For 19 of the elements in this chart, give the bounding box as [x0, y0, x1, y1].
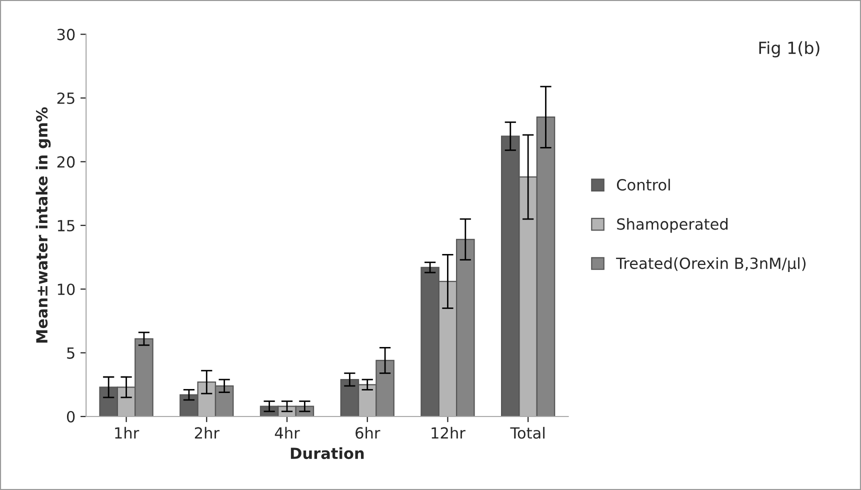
y-tick-label: 10 [58, 284, 75, 296]
x-axis-title: Duration [290, 447, 364, 460]
legend-label: Control [616, 178, 670, 191]
y-tick-label: 30 [57, 28, 75, 40]
y-tick-label: 0 [66, 410, 75, 423]
x-tick-label: 2hr [194, 426, 220, 439]
legend-label: Shamoperated [617, 218, 728, 233]
y-tick-label: 25 [57, 92, 74, 104]
y-tick-label: 20 [57, 156, 75, 168]
y-tick-label: 15 [58, 220, 74, 232]
x-tick-label: 12hr [432, 426, 466, 439]
y-axis-title: Mean±water intake in gm% [36, 107, 51, 343]
x-tick-label: 6hr [356, 426, 380, 439]
x-tick-label: 4hr [274, 426, 300, 439]
caption: Fig 1(b) [759, 41, 820, 58]
y-tick-label: 5 [67, 347, 74, 359]
x-tick-label: Total [510, 426, 544, 439]
legend-label: Treated(Orexin B,3nM/µl) [616, 257, 806, 272]
x-tick-label: 1hr [115, 426, 140, 439]
